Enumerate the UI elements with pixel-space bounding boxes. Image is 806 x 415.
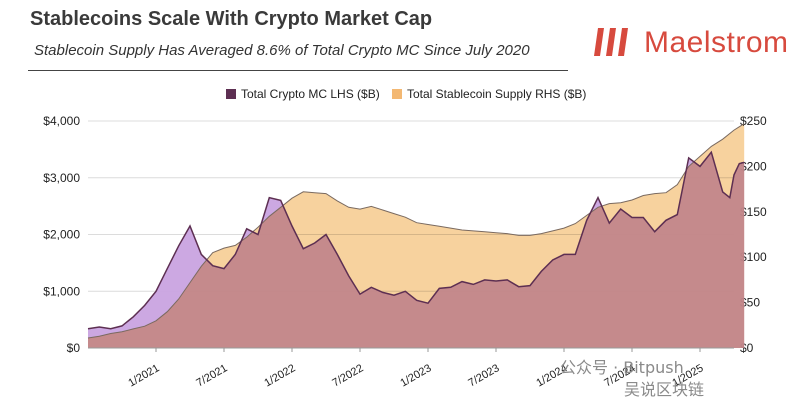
- y-right-tick-label: $150: [740, 205, 767, 219]
- legend-label-crypto: Total Crypto MC LHS ($B): [241, 87, 380, 101]
- chart-title: Stablecoins Scale With Crypto Market Cap: [30, 8, 433, 30]
- legend-label-stablecoin: Total Stablecoin Supply RHS ($B): [407, 87, 586, 101]
- chart-area: $0 $1,000 $2,000 $3,000 $4,000 $0 $50 $100 $150 $…: [0, 84, 806, 410]
- watermark-line-2: 吴说区块链: [624, 380, 705, 399]
- x-tick-label: 7/2023: [466, 362, 501, 389]
- y-left-tick-label: $0: [67, 341, 81, 355]
- legend-swatch-stablecoin: [392, 89, 402, 99]
- x-tick-label: 1/2022: [262, 362, 297, 389]
- stablecoin-supply-line: [87, 123, 745, 339]
- x-tick-label: 7/2022: [330, 362, 365, 389]
- logo-bars-icon: [594, 28, 628, 56]
- x-tick-label: 1/2021: [126, 362, 161, 389]
- watermark: 公众号 · Bitpush 吴说区块链: [560, 354, 800, 404]
- chart-header: Stablecoins Scale With Crypto Market Cap…: [0, 0, 806, 84]
- x-tick-label: 7/2021: [194, 362, 229, 389]
- stablecoin-supply-area: [88, 123, 745, 348]
- y-left-tick-label: $3,000: [43, 171, 80, 185]
- y-right-tick-label: $250: [740, 114, 767, 128]
- logo-text: Maelstrom: [644, 26, 789, 59]
- crypto-mc-line: [87, 150, 745, 330]
- area-chart: $0$1,000$2,000$3,000$4,000$0$50$100$150$…: [43, 87, 767, 389]
- x-tick-label: 1/2023: [398, 362, 433, 389]
- legend-swatch-crypto: [226, 89, 236, 99]
- watermark-line-1: 公众号 · Bitpush: [560, 358, 684, 377]
- maelstrom-logo: Maelstrom: [590, 24, 790, 64]
- chart-subtitle: Stablecoin Supply Has Averaged 8.6% of T…: [34, 42, 530, 59]
- y-right-tick-label: $50: [740, 296, 760, 310]
- title-rule: [28, 70, 568, 71]
- y-left-tick-label: $2,000: [43, 228, 80, 242]
- y-left-tick-label: $1,000: [43, 284, 80, 298]
- y-right-tick-label: $100: [740, 250, 767, 264]
- y-left-tick-label: $4,000: [43, 114, 80, 128]
- y-right-tick-label: $200: [740, 159, 767, 173]
